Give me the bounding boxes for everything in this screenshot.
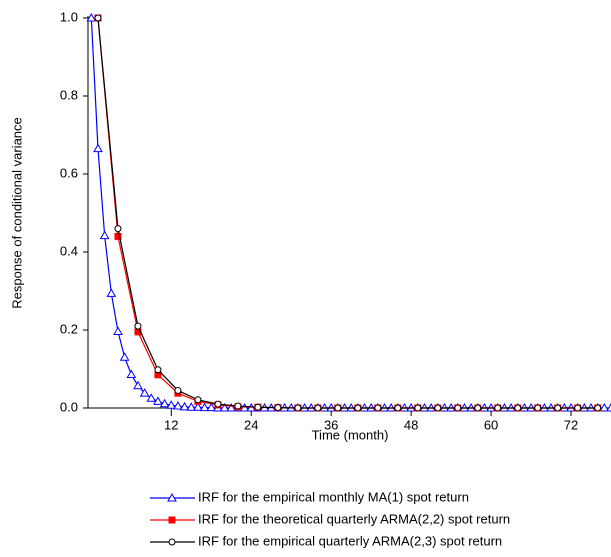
x-tick-label: 12: [164, 417, 178, 432]
marker: [554, 404, 562, 412]
y-tick-label: 0.0: [60, 399, 78, 414]
marker: [186, 402, 197, 411]
y-tick-label: 1.0: [60, 9, 78, 24]
y-tick-label: 0.8: [60, 87, 78, 102]
legend-label: IRF for the theoretical quarterly ARMA(2…: [198, 511, 510, 526]
marker: [599, 402, 610, 412]
marker: [414, 404, 422, 412]
marker: [126, 369, 137, 378]
marker: [93, 143, 103, 153]
marker: [119, 352, 130, 361]
marker: [454, 404, 462, 412]
y-tick-label: 0.2: [60, 321, 78, 336]
marker: [174, 386, 182, 394]
marker: [154, 366, 162, 374]
x-tick-label: 72: [564, 417, 578, 432]
legend-label: IRF for the empirical monthly MA(1) spot…: [198, 489, 469, 504]
series-line: [97, 17, 598, 409]
series-line: [90, 17, 611, 409]
marker: [199, 402, 210, 412]
marker: [226, 402, 237, 412]
marker: [206, 402, 217, 412]
marker: [374, 404, 382, 412]
x-tick-label: 48: [404, 417, 418, 432]
marker: [193, 402, 203, 411]
marker: [606, 402, 611, 412]
marker: [594, 404, 602, 412]
marker: [106, 288, 117, 297]
marker: [494, 404, 502, 412]
marker: [354, 404, 362, 412]
marker: [167, 492, 177, 502]
marker: [534, 404, 542, 412]
marker: [194, 396, 202, 404]
marker: [219, 402, 230, 412]
marker: [394, 404, 402, 412]
marker: [314, 404, 322, 412]
marker: [574, 404, 582, 412]
y-tick-label: 0.6: [60, 165, 78, 180]
marker: [474, 404, 482, 412]
marker: [154, 371, 162, 379]
series-line: [97, 17, 598, 409]
marker: [134, 328, 142, 336]
marker: [254, 403, 262, 411]
marker: [434, 404, 442, 412]
marker: [134, 322, 142, 330]
marker: [146, 393, 157, 402]
marker: [166, 400, 177, 409]
y-tick-label: 0.4: [60, 243, 78, 258]
x-tick-label: 60: [484, 417, 498, 432]
marker: [139, 388, 150, 397]
marker: [86, 12, 97, 22]
marker: [214, 400, 222, 408]
marker: [294, 404, 302, 412]
x-tick-label: 36: [324, 417, 338, 432]
marker: [114, 225, 122, 233]
marker: [234, 402, 242, 410]
marker: [133, 380, 143, 390]
marker: [274, 404, 282, 412]
marker: [153, 396, 163, 405]
x-tick-label: 24: [244, 417, 258, 432]
marker: [179, 401, 190, 411]
x-axis-label: Time (month): [312, 427, 389, 442]
legend-label: IRF for the empirical quarterly ARMA(2,3…: [198, 533, 502, 548]
marker: [94, 14, 102, 22]
marker: [159, 398, 170, 408]
marker: [114, 232, 122, 240]
marker: [168, 538, 176, 546]
marker: [168, 516, 176, 524]
y-axis-label: Response of conditional variance: [9, 117, 24, 309]
marker: [334, 404, 342, 412]
marker: [99, 230, 110, 240]
marker: [514, 404, 522, 412]
marker: [173, 401, 183, 410]
marker: [113, 326, 123, 336]
